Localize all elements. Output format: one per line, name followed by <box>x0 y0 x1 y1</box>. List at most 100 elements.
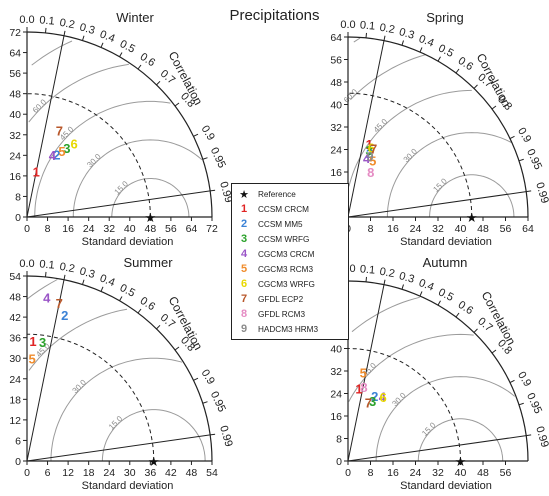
correlation-tick-label: 0.2 <box>379 22 396 37</box>
correlation-tick <box>455 68 460 74</box>
y-tick-label: 42 <box>9 312 21 324</box>
rms-contour <box>111 178 190 217</box>
x-tick-label: 48 <box>477 223 489 235</box>
correlation-tick <box>509 135 515 139</box>
rms-contour-label: 15.0 <box>420 420 438 438</box>
model-point: 6 <box>379 390 386 405</box>
y-tick-label: 8 <box>15 191 21 203</box>
correlation-tick-label: 0.4 <box>417 33 436 50</box>
x-tick-label: 8 <box>45 223 51 235</box>
model-point: 6 <box>368 141 375 156</box>
x-tick-label: 0 <box>24 467 30 479</box>
correlation-tick <box>63 274 66 280</box>
legend-item: 4 CGCM3 CRCM <box>236 247 314 261</box>
rms-contour-label: 30.0 <box>390 390 408 408</box>
correlation-tick <box>419 291 423 297</box>
correlation-tick-label: 0.2 <box>379 266 396 281</box>
correlation-tick <box>45 271 47 277</box>
rms-contour <box>28 63 129 123</box>
x-tick-label: 48 <box>144 223 156 235</box>
x-tick-label: 12 <box>62 467 74 479</box>
model-point: 4 <box>43 291 51 306</box>
correlation-tick <box>174 346 180 351</box>
x-tick-label: 0 <box>24 223 30 235</box>
correlation-tick <box>82 279 85 285</box>
legend-marker: 3 <box>240 233 248 245</box>
correlation-tick-label: 0.3 <box>398 270 416 286</box>
y-tick-label: 32 <box>330 366 342 378</box>
rms-contour <box>348 333 474 402</box>
x-tick-label: 64 <box>522 223 534 235</box>
correlation-tick <box>210 189 216 192</box>
correlation-tick-label: 0.2 <box>59 17 76 32</box>
x-axis-label: Standard deviation <box>400 480 492 491</box>
rms-contour <box>50 357 183 461</box>
correlation-ticks: 0.00.10.20.30.40.50.60.70.80.90.950.99 <box>340 263 549 449</box>
correlation-tick <box>518 158 524 162</box>
x-tick-label: 24 <box>103 467 115 479</box>
panel-title: Autumn <box>423 255 468 270</box>
outer-arc <box>347 280 529 462</box>
outer-arc <box>26 275 213 462</box>
legend-label: CGCM3 WRFG <box>258 279 315 289</box>
rms-contour-label: 60.0 <box>31 97 49 115</box>
rms-contour-label: 15.0 <box>431 176 449 194</box>
rms-contour <box>101 409 206 461</box>
correlation-tick-label: 0.95 <box>524 391 544 415</box>
x-tick-label: 32 <box>432 467 444 479</box>
y-tick-label: 56 <box>330 55 342 67</box>
model-point: 5 <box>29 351 36 366</box>
correlation-tick <box>365 276 367 282</box>
correlation-tick <box>401 284 404 290</box>
model-point: 4 <box>49 148 57 163</box>
outer-arc <box>26 31 213 218</box>
correlation-tick-label: 0.1 <box>39 14 55 27</box>
correlation-tick <box>202 157 208 160</box>
x-tick-label: 56 <box>500 223 512 235</box>
correlation-tick-label: 0.4 <box>98 28 117 45</box>
y-tick-label: 16 <box>330 167 342 179</box>
legend: ★ Reference 1 CCSM CRCM 2 CCSM MM5 3 CCSM WRFG 4… <box>231 183 349 340</box>
reference-star: ★ <box>145 210 157 225</box>
correlation-tick <box>156 80 161 86</box>
y-tick-label: 40 <box>330 100 342 112</box>
x-axis-label: Standard deviation <box>400 236 492 248</box>
correlation-tick <box>365 32 367 38</box>
legend-label: GFDL RCM3 <box>258 309 306 319</box>
rms-contour <box>28 308 128 371</box>
rms-contour <box>350 54 426 101</box>
rms-contour-label: 15.0 <box>113 179 131 197</box>
model-point: 2 <box>53 147 60 162</box>
correlation-tick <box>119 52 123 58</box>
correlation-line <box>347 435 527 462</box>
model-point: 3 <box>63 141 70 156</box>
correlation-tick <box>526 434 532 437</box>
legend-label: CGCM3 CRCM <box>258 249 315 259</box>
x-tick-label: 30 <box>124 467 136 479</box>
model-point: 3 <box>369 394 376 409</box>
x-tick-label: 32 <box>103 223 115 235</box>
correlation-tick-label: 0.3 <box>398 26 416 42</box>
x-axis-label: Standard deviation <box>82 480 174 491</box>
model-point: 2 <box>371 389 378 404</box>
correlation-tick <box>491 349 497 354</box>
legend-item: 6 CGCM3 WRFG <box>236 277 315 291</box>
x-tick-label: 0 <box>345 467 351 479</box>
x-tick-label: 42 <box>165 467 177 479</box>
y-tick-label: 48 <box>330 77 342 89</box>
correlation-line <box>26 434 211 462</box>
correlation-tick-label: 0.6 <box>456 55 475 73</box>
model-point: 2 <box>61 308 68 323</box>
legend-marker: 2 <box>240 218 248 230</box>
correlation-tick-label: 0.9 <box>199 367 217 386</box>
legend-marker: 7 <box>240 293 248 305</box>
y-tick-label: 18 <box>9 394 21 406</box>
legend-label: Reference <box>258 189 296 199</box>
legend-item: ★ Reference <box>236 187 296 201</box>
x-tick-label: 48 <box>477 467 489 479</box>
legend-marker: 1 <box>240 203 248 215</box>
